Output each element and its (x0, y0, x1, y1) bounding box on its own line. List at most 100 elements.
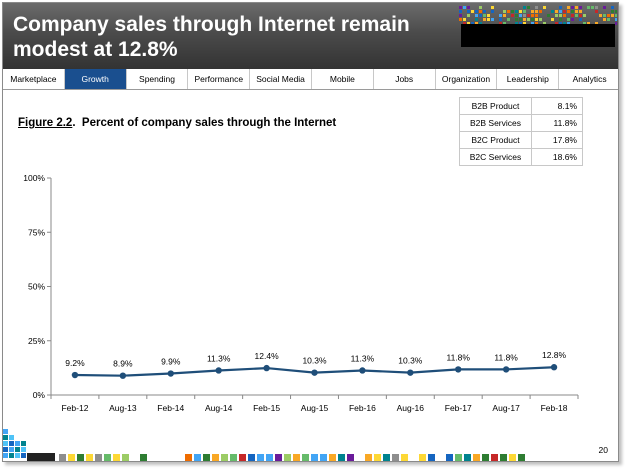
line-chart: 0% 25% 50% 75% 100% Feb-12 Aug-13 Feb-14 Aug-14 F… (23, 173, 579, 413)
mosaic-tile (459, 10, 462, 13)
mosaic-tile (475, 22, 478, 25)
mosaic-tile (587, 22, 590, 25)
mosaic-tile (471, 10, 474, 13)
mosaic-tile (615, 22, 617, 25)
mosaic-tile (555, 22, 558, 25)
mosaic-tile (543, 6, 546, 9)
data-point (407, 369, 414, 376)
mosaic-tile (559, 18, 562, 21)
mosaic-tile (194, 454, 201, 461)
data-label: 12.4% (255, 351, 280, 361)
mosaic-tile (483, 18, 486, 21)
mosaic-tile (611, 10, 614, 13)
data-point (550, 364, 558, 371)
mosaic-tile (15, 453, 20, 458)
mosaic-tile (603, 14, 606, 17)
mosaic-tile (519, 14, 522, 17)
mosaic-tile (419, 454, 426, 461)
mosaic-tile (535, 22, 538, 25)
mosaic-tile (515, 14, 518, 17)
mosaic-tile (9, 453, 14, 458)
mosaic-tile (531, 18, 534, 21)
mosaic-tile (483, 14, 486, 17)
mosaic-tile (230, 454, 237, 461)
mosaic-tile (3, 441, 8, 446)
mosaic-tile (563, 14, 566, 17)
x-tick-label: Feb-16 (349, 403, 376, 413)
mosaic-tile (467, 10, 470, 13)
mosaic-tile (239, 454, 246, 461)
breakdown-row: B2B Services 11.8% (459, 114, 583, 132)
tab-jobs[interactable]: Jobs (374, 69, 436, 89)
mosaic-tile (499, 18, 502, 21)
breakdown-label: B2B Services (459, 114, 532, 132)
mosaic-tile (499, 22, 502, 25)
mosaic-tile (531, 14, 534, 17)
mosaic-tile (455, 454, 462, 461)
mosaic-tile (467, 14, 470, 17)
mosaic-tile (515, 22, 518, 25)
mosaic-tile (347, 454, 354, 461)
tab-organization[interactable]: Organization (436, 69, 498, 89)
mosaic-tile (203, 454, 210, 461)
mosaic-tile (519, 10, 522, 13)
mosaic-tile (491, 18, 494, 21)
data-point (455, 366, 462, 373)
mosaic-tile (527, 14, 530, 17)
data-label: 10.3% (398, 356, 423, 366)
tab-leadership[interactable]: Leadership (497, 69, 560, 89)
tab-growth[interactable]: Growth (64, 69, 127, 89)
mosaic-tile (95, 454, 102, 461)
mosaic-tile (519, 22, 522, 25)
mosaic-tile (320, 454, 327, 461)
mosaic-tile (599, 14, 602, 17)
mosaic-tile (185, 454, 192, 461)
tab-mobile[interactable]: Mobile (312, 69, 374, 89)
mosaic-tile (446, 454, 453, 461)
mosaic-tile (21, 447, 26, 452)
mosaic-tile (607, 14, 610, 17)
mosaic-tile (509, 454, 516, 461)
mosaic-tile (567, 22, 570, 25)
breakdown-label: B2C Services (459, 148, 532, 166)
data-label: 10.3% (302, 356, 327, 366)
mosaic-tile (68, 454, 75, 461)
mosaic-tile (527, 18, 530, 21)
mosaic-tile (467, 6, 470, 9)
mosaic-tile (579, 6, 582, 9)
mosaic-tile (567, 6, 570, 9)
mosaic-tile (257, 454, 264, 461)
mosaic-tile (571, 18, 574, 21)
data-label: 11.8% (446, 352, 470, 362)
mosaic-tile (21, 453, 26, 458)
mosaic-tile (212, 454, 219, 461)
mosaic-tile (467, 22, 470, 25)
mosaic-tile (511, 10, 514, 13)
breakdown-row: B2C Services 18.6% (459, 148, 583, 166)
tab-spending[interactable]: Spending (127, 69, 189, 89)
x-tick-label: Aug-13 (109, 403, 137, 413)
mosaic-tile (491, 454, 498, 461)
data-point (119, 372, 127, 379)
tab-performance[interactable]: Performance (188, 69, 251, 89)
mosaic-tile (507, 10, 510, 13)
data-point (167, 370, 174, 377)
mosaic-tile (503, 10, 506, 13)
mosaic-tile (583, 14, 586, 17)
breakdown-table: B2B Product 8.1% B2B Services 11.8% B2C Prod… (459, 97, 583, 166)
tab-analytics[interactable]: Analytics (572, 74, 607, 84)
mosaic-tile (519, 18, 522, 21)
tab-social-media[interactable]: Social Media (250, 69, 312, 89)
y-tick-label: 50% (28, 282, 45, 292)
mosaic-tile (539, 18, 542, 21)
x-tick-label: Feb-14 (157, 403, 184, 413)
mosaic-tile (463, 6, 466, 9)
data-label: 9.9% (161, 357, 181, 367)
mosaic-tile (543, 22, 546, 25)
y-tick-label: 100% (23, 173, 45, 183)
tab-marketplace[interactable]: Marketplace (3, 69, 65, 89)
footer-decoration (27, 453, 525, 461)
mosaic-tile (15, 447, 20, 452)
mosaic-tile (535, 14, 538, 17)
mosaic-tile (487, 14, 490, 17)
